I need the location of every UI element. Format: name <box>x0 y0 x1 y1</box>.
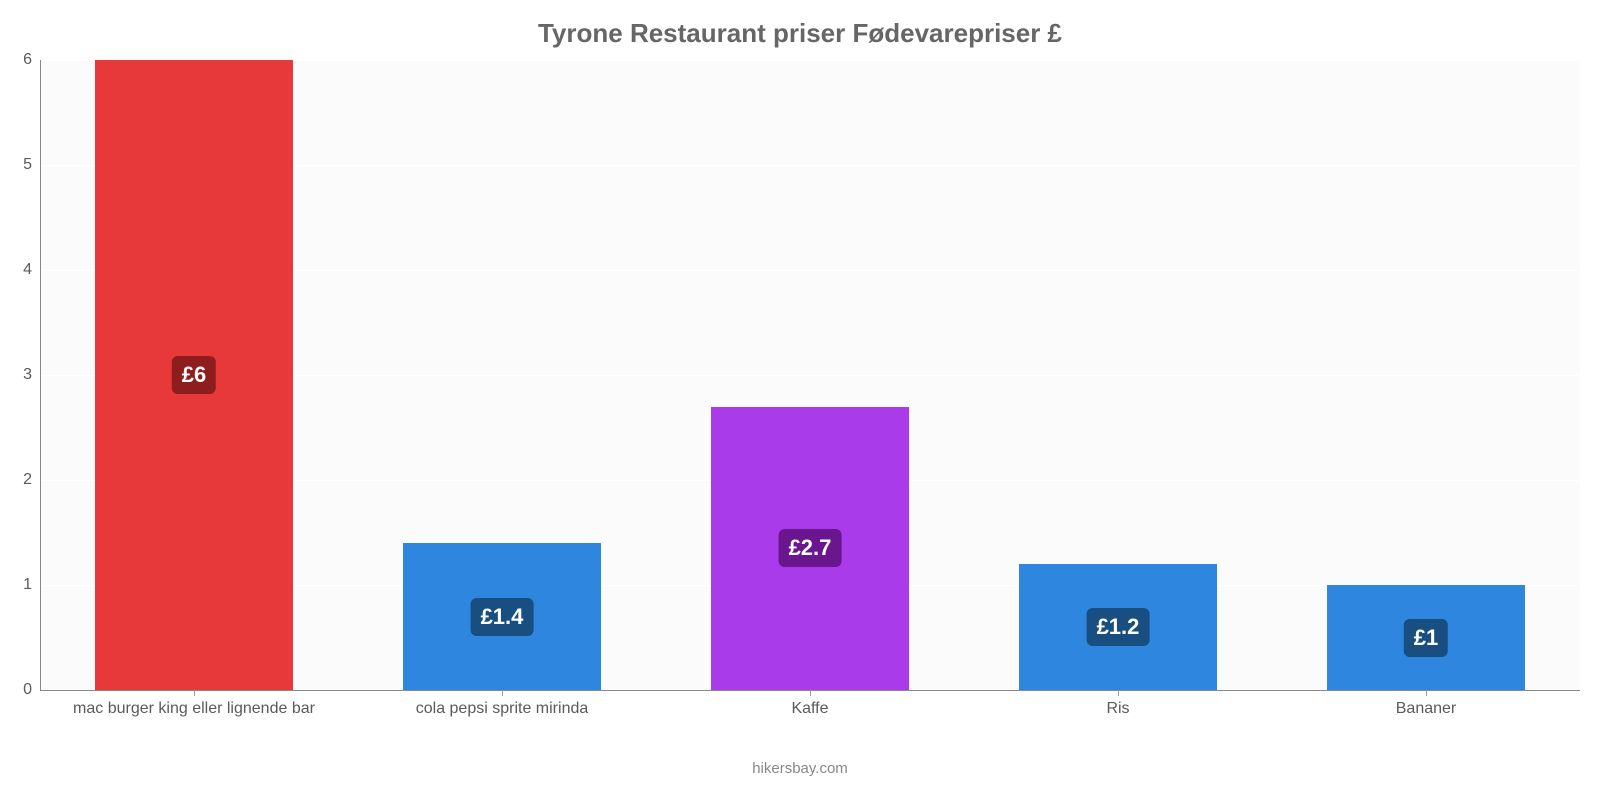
bars-layer: £6 £1.4 £2.7 £1.2 £1 <box>40 60 1580 690</box>
x-tick <box>502 690 503 696</box>
bar: £1 <box>1327 585 1524 690</box>
attribution-text: hikersbay.com <box>0 760 1600 777</box>
bar: £2.7 <box>711 407 908 691</box>
bar: £6 <box>95 60 292 690</box>
x-tick <box>194 690 195 696</box>
bar: £1.4 <box>403 543 600 690</box>
y-tick-label: 3 <box>8 366 32 384</box>
bar-value-label: £1 <box>1404 619 1448 657</box>
bar-value-label: £2.7 <box>779 529 842 567</box>
y-tick-label: 0 <box>8 681 32 699</box>
plot-area: 0123456 £6£1.4£2.7£1.2£1 <box>40 60 1580 690</box>
y-tick-label: 2 <box>8 471 32 489</box>
y-axis-line <box>40 60 41 690</box>
x-tick <box>1426 690 1427 696</box>
x-axis-label: mac burger king eller lignende bar <box>48 700 341 718</box>
y-tick-label: 4 <box>8 261 32 279</box>
x-tick <box>1118 690 1119 696</box>
x-axis-label: Bananer <box>1280 700 1573 718</box>
bar-value-label: £1.2 <box>1087 608 1150 646</box>
y-tick-label: 5 <box>8 156 32 174</box>
x-axis-label: Kaffe <box>664 700 957 718</box>
y-tick-label: 1 <box>8 576 32 594</box>
chart-container: Tyrone Restaurant priser Fødevarepriser … <box>0 0 1600 800</box>
x-axis-label: Ris <box>972 700 1265 718</box>
bar-value-label: £1.4 <box>471 598 534 636</box>
bar: £1.2 <box>1019 564 1216 690</box>
chart-title: Tyrone Restaurant priser Fødevarepriser … <box>0 18 1600 49</box>
x-tick <box>810 690 811 696</box>
bar-value-label: £6 <box>172 356 216 394</box>
x-axis-label: cola pepsi sprite mirinda <box>356 700 649 718</box>
y-tick-label: 6 <box>8 51 32 69</box>
